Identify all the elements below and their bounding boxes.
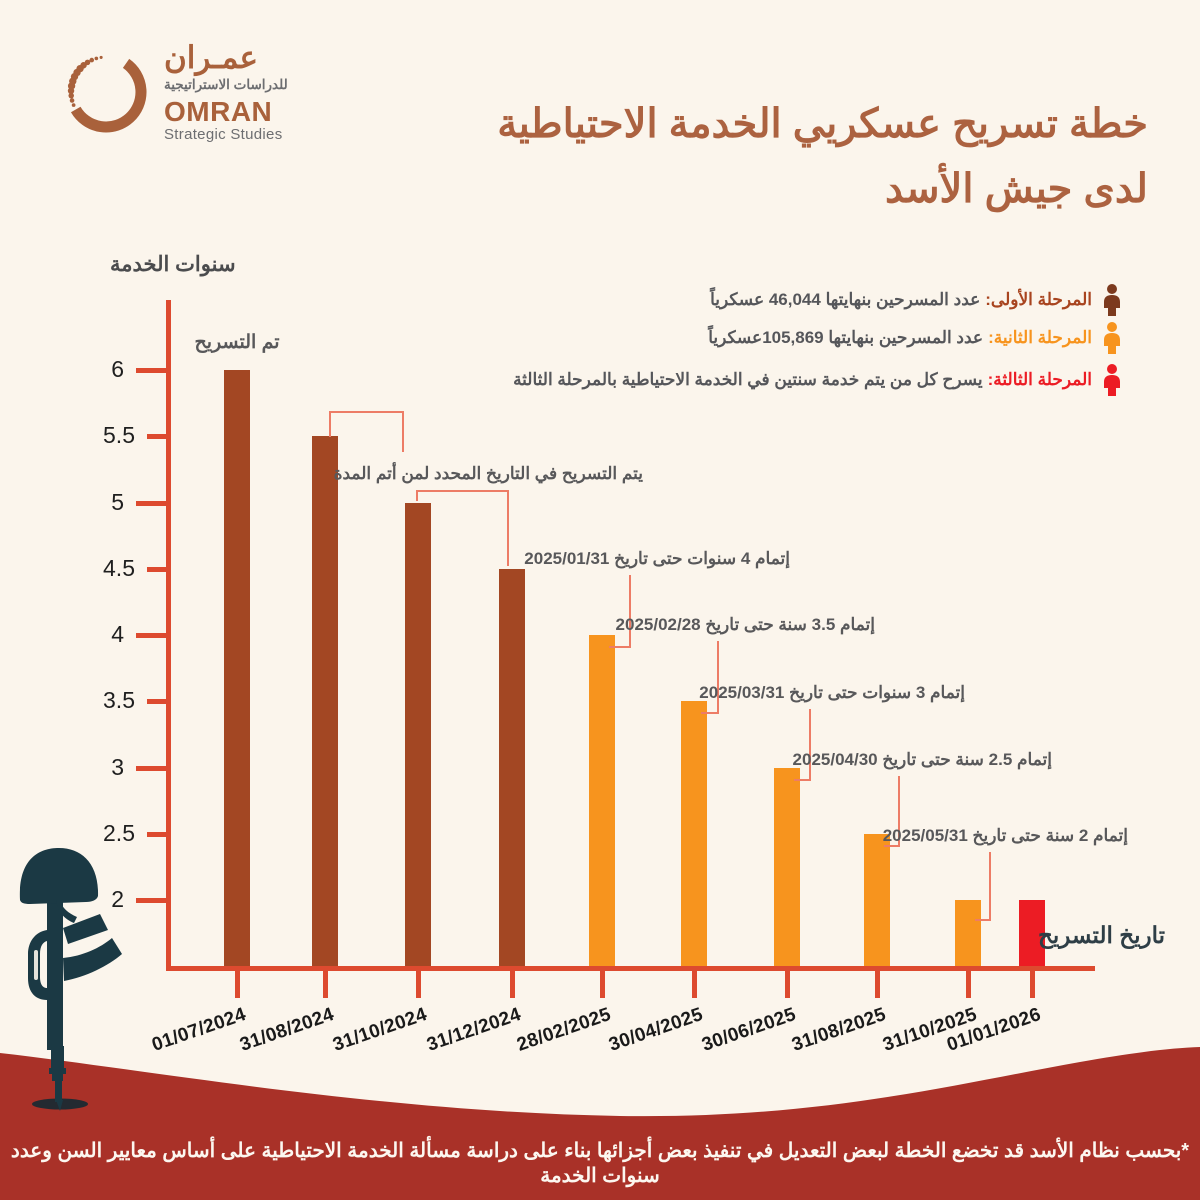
y-tick-label: 2.5 <box>103 819 135 846</box>
person-icon <box>1101 284 1123 316</box>
x-tick <box>785 971 790 998</box>
x-tick <box>600 971 605 998</box>
x-tick <box>875 971 880 998</box>
legend-phase2-label: المرحلة الثانية: <box>988 328 1092 347</box>
legend-phase3-text: يسرح كل من يتم خدمة سنتين في الخدمة الاح… <box>513 370 983 389</box>
bar <box>312 436 338 971</box>
y-tick-label: 3.5 <box>103 687 135 714</box>
y-tick-label: 4.5 <box>103 554 135 581</box>
x-axis-line <box>166 966 1095 971</box>
legend-item-phase3: المرحلة الثالثة:يسرح كل من يتم خدمة سنتي… <box>513 364 1123 396</box>
annotation: إتمام 4 سنوات حتى تاريخ 2025/01/31 <box>524 549 790 568</box>
ground-band <box>0 1047 1200 1200</box>
bar <box>405 502 431 971</box>
y-axis-title: سنوات الخدمة <box>110 253 236 276</box>
omran-logo-ring-icon <box>67 56 147 133</box>
bar <box>499 568 525 971</box>
bar <box>681 701 707 971</box>
legend-phase1-label: المرحلة الأولى: <box>985 290 1092 309</box>
logo-arabic-name: عمـران <box>164 40 258 75</box>
logo-latin-name: OMRAN <box>164 95 273 127</box>
y-tick-label: 4 <box>111 621 124 647</box>
y-tick-label: 2 <box>111 886 124 912</box>
x-tick <box>323 971 328 998</box>
x-tick <box>510 971 515 998</box>
logo-arabic-subtitle: للدراسات الاستراتيجية <box>164 76 288 92</box>
legend-phase2-text: عدد المسرحين بنهايتها 105,869عسكرياً <box>708 328 984 347</box>
y-tick <box>147 434 166 440</box>
x-axis-title: تاريخ التسريح <box>1038 922 1165 948</box>
footnote: *بحسب نظام الأسد قد تخضع الخطة لبعض التع… <box>10 1140 1190 1187</box>
y-tick-label: 5.5 <box>103 422 135 449</box>
x-tick <box>1030 971 1035 998</box>
y-axis-line <box>166 300 171 971</box>
page-title: خطة تسريح عسكريي الخدمة الاحتياطية لدى ج… <box>408 92 1148 222</box>
bar <box>224 370 250 971</box>
x-tick <box>235 971 240 998</box>
y-tick-label: 6 <box>111 356 124 382</box>
annotation: يتم التسريح في التاريخ المحدد لمن أتم ال… <box>333 464 643 483</box>
y-tick <box>136 765 166 771</box>
person-icon <box>1101 364 1123 396</box>
y-tick <box>136 368 166 373</box>
bar <box>774 767 800 971</box>
x-tick <box>416 971 421 998</box>
page-title-line2: لدى جيش الأسد <box>885 166 1148 211</box>
omran-logo: عمـران للدراسات الاستراتيجية OMRAN Strat… <box>60 40 288 143</box>
x-tick <box>692 971 697 998</box>
legend-item-phase2: المرحلة الثانية:عدد المسرحين بنهايتها 10… <box>708 322 1123 354</box>
bar <box>589 635 615 971</box>
y-tick-label: 5 <box>111 488 124 515</box>
y-tick <box>147 566 166 572</box>
legend-item-phase1: المرحلة الأولى:عدد المسرحين بنهايتها 46,… <box>710 284 1123 316</box>
bar <box>1019 900 1045 971</box>
annotation: إتمام 3 سنوات حتى تاريخ 2025/03/31 <box>699 683 965 702</box>
y-tick <box>147 699 166 705</box>
y-tick-label: 3 <box>111 753 124 780</box>
annotation: إتمام 2.5 سنة حتى تاريخ 2025/04/30 <box>792 750 1052 769</box>
legend-phase1-text: عدد المسرحين بنهايتها 46,044 عسكرياً <box>710 290 981 309</box>
annotation: إتمام 2 سنة حتى تاريخ 2025/05/31 <box>882 826 1128 845</box>
page-title-line1: خطة تسريح عسكريي الخدمة الاحتياطية <box>497 102 1148 146</box>
bar <box>955 900 981 971</box>
logo-latin-subtitle: Strategic Studies <box>164 125 283 143</box>
omran-logo-text: عمـران للدراسات الاستراتيجية OMRAN Strat… <box>164 40 288 143</box>
bar <box>864 833 890 971</box>
annotation: إتمام 3.5 سنة حتى تاريخ 2025/02/28 <box>615 615 875 634</box>
y-tick <box>136 633 166 638</box>
legend-phase3-label: المرحلة الثالثة: <box>987 370 1092 389</box>
y-tick <box>136 500 166 506</box>
x-tick <box>966 971 971 998</box>
y-tick <box>136 898 166 903</box>
battlefield-cross-icon <box>19 848 122 1111</box>
person-icon <box>1101 322 1123 354</box>
annotation: تم التسريح <box>194 332 280 353</box>
y-tick <box>147 831 166 837</box>
